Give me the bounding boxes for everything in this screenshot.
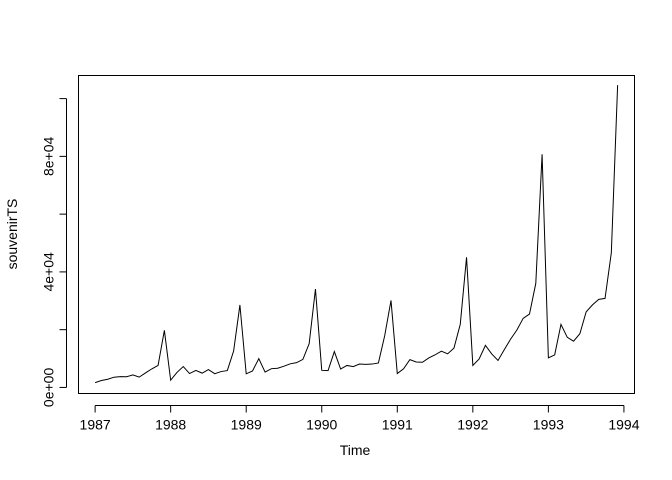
x-tick-label: 1991 [382,417,413,433]
x-axis-label: Time [340,442,371,458]
y-tick-label: 8e+04 [41,137,57,177]
plot-frame [78,75,635,394]
x-tick-label: 1987 [80,417,111,433]
series-line [94,85,619,384]
x-tick-label: 1993 [533,417,564,433]
x-tick-label: 1992 [457,417,488,433]
y-axis: 0e+00 4e+04 8e+04 [41,98,67,408]
x-tick-label: 1994 [608,417,639,433]
y-tick-label: 4e+04 [41,252,57,292]
x-tick-label: 1988 [155,417,186,433]
y-tick-label: 0e+00 [41,368,57,408]
x-tick-label: 1989 [231,417,262,433]
y-axis-label: souvenirTS [4,199,20,270]
x-axis: 1987 1988 1989 1990 1991 1992 1993 1994 [80,405,640,433]
x-tick-label: 1990 [306,417,337,433]
